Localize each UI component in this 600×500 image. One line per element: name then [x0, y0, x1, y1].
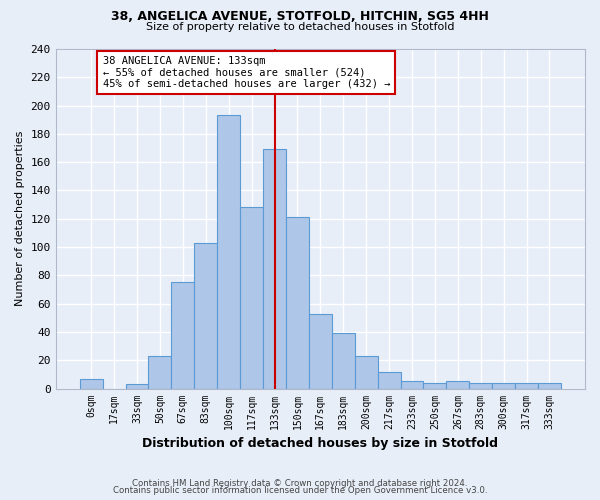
- Bar: [194, 243, 217, 388]
- Bar: [377, 372, 401, 388]
- Bar: [217, 116, 240, 388]
- Bar: [446, 382, 469, 388]
- Text: 38 ANGELICA AVENUE: 133sqm
← 55% of detached houses are smaller (524)
45% of sem: 38 ANGELICA AVENUE: 133sqm ← 55% of deta…: [103, 56, 390, 90]
- Bar: [355, 356, 377, 388]
- Bar: [401, 382, 424, 388]
- Bar: [286, 218, 309, 388]
- Bar: [172, 282, 194, 389]
- Bar: [80, 378, 103, 388]
- Bar: [240, 208, 263, 388]
- Text: 38, ANGELICA AVENUE, STOTFOLD, HITCHIN, SG5 4HH: 38, ANGELICA AVENUE, STOTFOLD, HITCHIN, …: [111, 10, 489, 23]
- Bar: [424, 383, 446, 388]
- Bar: [148, 356, 172, 388]
- Text: Contains HM Land Registry data © Crown copyright and database right 2024.: Contains HM Land Registry data © Crown c…: [132, 478, 468, 488]
- Text: Contains public sector information licensed under the Open Government Licence v3: Contains public sector information licen…: [113, 486, 487, 495]
- Bar: [332, 334, 355, 388]
- Bar: [263, 150, 286, 388]
- Bar: [515, 383, 538, 388]
- Bar: [469, 383, 492, 388]
- Bar: [538, 383, 561, 388]
- Text: Size of property relative to detached houses in Stotfold: Size of property relative to detached ho…: [146, 22, 454, 32]
- X-axis label: Distribution of detached houses by size in Stotfold: Distribution of detached houses by size …: [142, 437, 499, 450]
- Y-axis label: Number of detached properties: Number of detached properties: [15, 131, 25, 306]
- Bar: [125, 384, 148, 388]
- Bar: [492, 383, 515, 388]
- Bar: [309, 314, 332, 388]
